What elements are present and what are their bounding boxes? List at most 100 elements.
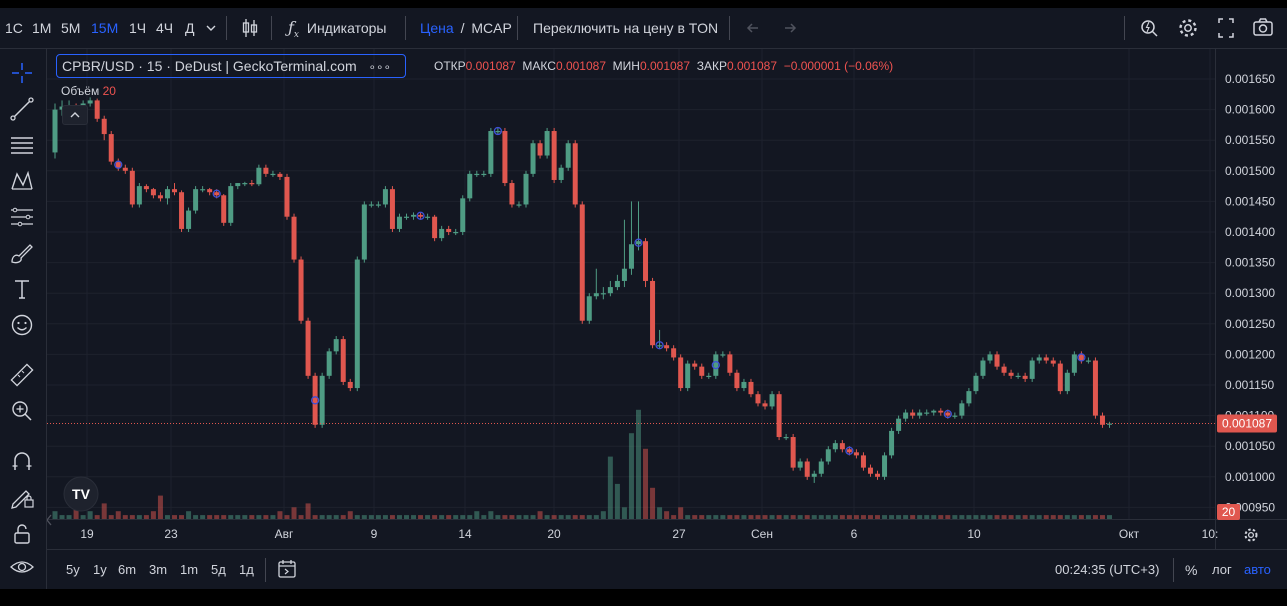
fullscreen-icon[interactable] xyxy=(1216,8,1236,48)
redo-icon[interactable] xyxy=(781,8,799,48)
top-edge xyxy=(0,0,1287,8)
range-6m[interactable]: 6m xyxy=(118,562,137,577)
collapse-legend-button[interactable] xyxy=(62,105,88,125)
candle-body xyxy=(249,183,255,185)
candle-body xyxy=(284,176,290,217)
interval-day[interactable]: Д xyxy=(185,20,195,36)
zoom-in-icon[interactable] xyxy=(6,395,38,427)
text-icon[interactable] xyxy=(6,273,38,305)
candle-body xyxy=(129,170,135,205)
candle-body xyxy=(453,232,459,234)
volume-bar xyxy=(108,515,114,519)
crosshair-icon[interactable] xyxy=(6,57,38,89)
candle-body xyxy=(804,461,810,477)
range-1d[interactable]: 1д xyxy=(239,562,254,577)
mcap-option[interactable]: MCAP xyxy=(471,20,512,36)
date-range-icon[interactable] xyxy=(277,550,297,590)
emoji-icon[interactable] xyxy=(6,309,38,341)
volume-legend[interactable]: Объём 20 xyxy=(61,79,116,103)
volume-bar xyxy=(157,495,163,519)
volume-bar xyxy=(214,515,220,519)
candle-body xyxy=(186,210,192,229)
candle-body xyxy=(439,228,445,239)
volume-bar xyxy=(291,507,297,519)
volume-bar xyxy=(643,448,649,519)
trade-marker xyxy=(416,211,425,220)
interval-5m[interactable]: 5М xyxy=(61,20,81,36)
volume-bar xyxy=(1036,515,1042,519)
high-key: МАКС xyxy=(522,59,556,73)
more-icon[interactable]: ∘∘∘ xyxy=(368,60,392,74)
candle-body xyxy=(347,381,353,389)
candle-body xyxy=(333,339,339,352)
log-scale-toggle[interactable]: лог xyxy=(1212,562,1232,577)
volume-bar xyxy=(790,515,796,519)
interval-1h[interactable]: 1Ч xyxy=(129,20,147,36)
interval-1m[interactable]: 1М xyxy=(32,20,52,36)
volume-bar xyxy=(600,511,606,519)
unlock-icon[interactable] xyxy=(6,517,38,549)
indicators-button[interactable]: ƒx Индикаторы xyxy=(288,8,386,48)
horizontal-lines-icon[interactable] xyxy=(6,129,38,161)
fib-levels-icon[interactable] xyxy=(6,201,38,233)
range-5d[interactable]: 5д xyxy=(211,562,226,577)
volume-bar xyxy=(748,515,754,519)
symbol-title[interactable]: CPBR/USD · 15 · DeDust | GeckoTerminal.c… xyxy=(62,54,391,79)
close-value: 0.001087 xyxy=(726,59,778,73)
lock-drawings-icon[interactable] xyxy=(6,481,38,513)
trade-marker xyxy=(114,160,123,169)
camera-icon[interactable] xyxy=(1252,8,1274,48)
range-3m[interactable]: 3m xyxy=(149,562,168,577)
candle-body xyxy=(52,109,58,153)
ruler-icon[interactable] xyxy=(6,359,38,391)
candle-body xyxy=(270,173,276,176)
volume-badge-label: 20 xyxy=(1222,505,1236,519)
top-toolbar: 1С 1М 5М 15М 1Ч 4Ч Д ƒx Индикаторы Цена … xyxy=(0,8,1287,49)
volume-bar xyxy=(207,515,213,519)
volume-bar xyxy=(488,511,494,519)
candle-body xyxy=(762,403,768,407)
candle-body xyxy=(671,348,677,358)
price-mcap-toggle[interactable]: Цена / MCAP xyxy=(420,8,512,48)
interval-4h[interactable]: 4Ч xyxy=(156,20,174,36)
switch-ton-price-button[interactable]: Переключить на цену в TON xyxy=(533,20,719,36)
symbol-box[interactable] xyxy=(56,54,406,78)
volume-bar xyxy=(980,515,986,519)
interval-15m[interactable]: 15М xyxy=(91,20,119,36)
volume-bar xyxy=(614,483,620,519)
candles-icon[interactable] xyxy=(241,8,259,48)
pattern-icon[interactable] xyxy=(6,165,38,197)
symbol-name[interactable]: CPBR/USD · 15 · DeDust | GeckoTerminal.c… xyxy=(62,58,357,74)
candle-body xyxy=(509,183,515,205)
trade-markers xyxy=(114,126,1086,455)
candle-body xyxy=(776,394,782,438)
price-chart[interactable]: 0.001650 0.001600 0.001550 0.001500 0.001450… xyxy=(47,49,1287,549)
eye-icon[interactable] xyxy=(6,551,38,583)
interval-1s[interactable]: 1С xyxy=(5,20,23,36)
trade-marker xyxy=(212,189,221,198)
undo-icon[interactable] xyxy=(744,8,762,48)
volume-bar xyxy=(523,515,529,519)
volume-bar xyxy=(389,515,395,519)
range-5y[interactable]: 5y xyxy=(66,562,80,577)
auto-scale-toggle[interactable]: авто xyxy=(1244,562,1271,577)
magnet-icon[interactable] xyxy=(6,445,38,477)
chevron-down-icon[interactable] xyxy=(205,8,217,48)
gear-icon[interactable] xyxy=(1177,8,1199,48)
candle-body xyxy=(396,216,402,229)
candle-body xyxy=(741,381,747,389)
candle-body xyxy=(860,455,866,468)
price-tick-label: 0.001200 xyxy=(1225,347,1275,361)
range-1m[interactable]: 1m xyxy=(180,562,199,577)
candle-body xyxy=(108,134,114,162)
percent-scale-toggle[interactable]: % xyxy=(1185,562,1198,578)
volume-bar xyxy=(1022,515,1028,519)
quick-search-icon[interactable] xyxy=(1139,8,1159,48)
brush-icon[interactable] xyxy=(6,237,38,269)
clock-timezone[interactable]: 00:24:35 (UTC+3) xyxy=(1055,562,1160,577)
price-option[interactable]: Цена xyxy=(420,20,454,36)
range-1y[interactable]: 1y xyxy=(93,562,107,577)
trend-line-icon[interactable] xyxy=(6,93,38,125)
volume-bar xyxy=(924,515,930,519)
chart-pane[interactable]: 0.001650 0.001600 0.001550 0.001500 0.001450… xyxy=(47,49,1287,549)
